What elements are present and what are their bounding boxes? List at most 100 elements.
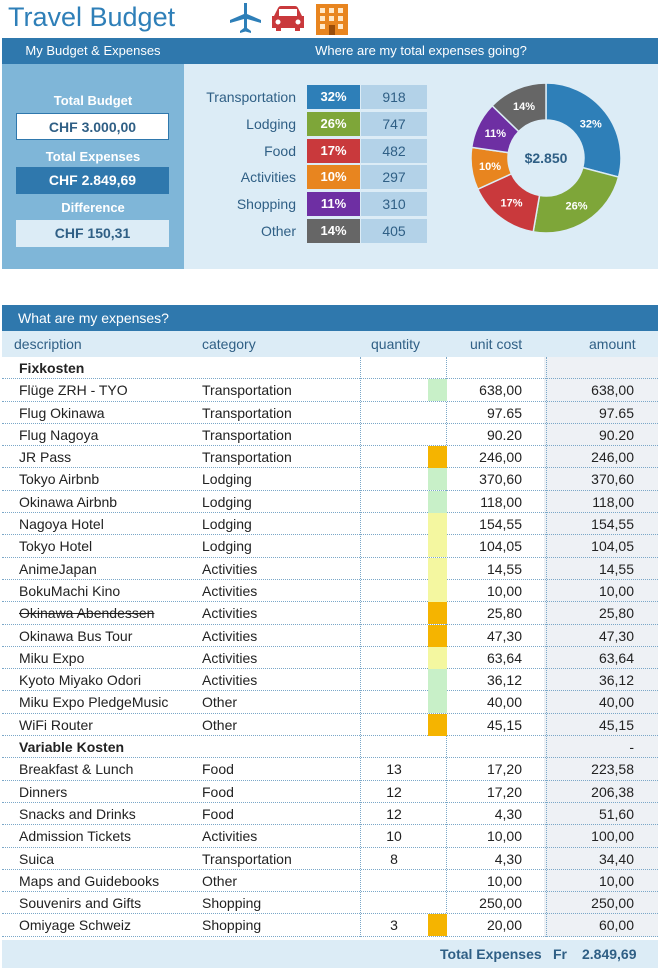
expense-description[interactable]: Miku Expo (19, 649, 85, 666)
expense-category[interactable]: Other (202, 872, 238, 889)
table-row[interactable]: Okinawa Airbnb Lodging 118,00 118,00 (2, 490, 658, 514)
table-row[interactable]: Kyoto Miyako Odori Activities 36,12 36,12 (2, 669, 658, 692)
expense-unit-cost[interactable]: 40,00 (486, 694, 522, 711)
expense-description[interactable]: Suica (19, 850, 55, 867)
expense-category[interactable]: Activities (202, 672, 258, 689)
expense-unit-cost[interactable]: 10,00 (486, 582, 522, 599)
expense-unit-cost[interactable]: 97.65 (486, 404, 522, 421)
expense-description[interactable]: Flug Okinawa (19, 404, 105, 421)
expense-description[interactable]: Fixkosten (19, 360, 85, 376)
section-row[interactable]: Variable Kosten - (2, 736, 658, 759)
table-row[interactable]: Tokyo Airbnb Lodging 370,60 370,60 (2, 468, 658, 491)
expense-description[interactable]: WiFi Router (19, 716, 93, 733)
expense-category[interactable]: Transportation (202, 382, 292, 399)
expense-description[interactable]: Snacks and Drinks (19, 805, 136, 822)
expense-quantity[interactable]: 12 (386, 783, 402, 800)
expense-category[interactable]: Transportation (202, 404, 292, 421)
expense-category[interactable]: Activities (202, 560, 258, 577)
expense-unit-cost[interactable]: 638,00 (479, 382, 522, 399)
expense-description[interactable]: Miku Expo PledgeMusic (19, 694, 169, 711)
col-unit-cost[interactable]: unit cost (470, 336, 523, 352)
expense-unit-cost[interactable]: 154,55 (479, 516, 522, 533)
table-row[interactable]: Snacks and Drinks Food 12 4,30 51,60 (2, 803, 658, 826)
expense-unit-cost[interactable]: 17,20 (486, 783, 522, 800)
expense-quantity[interactable]: 3 (390, 917, 398, 934)
total-budget-value[interactable]: CHF 3.000,00 (16, 113, 169, 140)
expense-description[interactable]: BokuMachi Kino (19, 582, 121, 599)
expense-category[interactable]: Activities (202, 828, 258, 845)
expense-category[interactable]: Food (202, 761, 234, 778)
expense-category[interactable]: Other (202, 694, 238, 711)
expense-unit-cost[interactable]: 250,00 (479, 895, 522, 912)
table-row[interactable]: Okinawa Bus Tour Activities 47,30 47,30 (2, 624, 658, 647)
expense-unit-cost[interactable]: 10,00 (486, 872, 522, 889)
section-row[interactable]: Fixkosten (2, 357, 658, 380)
table-row[interactable]: Flüge ZRH - TYO Transportation 638,00 638,0… (2, 379, 658, 402)
expense-unit-cost[interactable]: 45,15 (486, 716, 522, 733)
expense-description[interactable]: Kyoto Miyako Odori (19, 672, 142, 689)
expense-category[interactable]: Activities (202, 627, 258, 644)
expense-description[interactable]: Okinawa Abendessen (19, 605, 155, 622)
expense-quantity[interactable]: 12 (386, 805, 402, 822)
expense-category[interactable]: Lodging (202, 516, 252, 533)
expense-category[interactable]: Activities (202, 582, 258, 599)
expense-unit-cost[interactable]: 63,64 (486, 649, 522, 666)
expense-description[interactable]: JR Pass (19, 449, 72, 466)
col-amount[interactable]: amount (589, 336, 636, 352)
expense-description[interactable]: Dinners (19, 783, 68, 800)
expense-description[interactable]: Tokyo Hotel (19, 538, 93, 555)
table-row[interactable]: AnimeJapan Activities 14,55 14,55 (2, 557, 658, 580)
expense-description[interactable]: Nagoya Hotel (19, 516, 104, 533)
col-description[interactable]: description (14, 336, 82, 352)
expense-category[interactable]: Transportation (202, 449, 292, 466)
expense-category[interactable]: Transportation (202, 850, 292, 867)
table-row[interactable]: Admission Tickets Activities 10 10,00 100,00 (2, 825, 658, 848)
expense-unit-cost[interactable]: 25,80 (486, 605, 522, 622)
table-row[interactable]: Flug Nagoya Transportation 90.20 90.20 (2, 424, 658, 447)
expense-category[interactable]: Food (202, 783, 234, 800)
expense-unit-cost[interactable]: 10,00 (486, 828, 522, 845)
expense-unit-cost[interactable]: 246,00 (479, 449, 522, 466)
expense-unit-cost[interactable]: 4,30 (494, 850, 522, 867)
table-row[interactable]: WiFi Router Other 45,15 45,15 (2, 713, 658, 737)
expense-category[interactable]: Other (202, 716, 238, 733)
expense-category[interactable]: Activities (202, 605, 258, 622)
expense-quantity[interactable]: 10 (386, 828, 402, 845)
table-row[interactable]: Suica Transportation 8 4,30 34,40 (2, 848, 658, 870)
expense-description[interactable]: Souvenirs and Gifts (19, 895, 142, 912)
expense-unit-cost[interactable]: 14,55 (486, 560, 522, 577)
expense-quantity[interactable]: 13 (386, 761, 402, 778)
expense-description[interactable]: Tokyo Airbnb (19, 471, 100, 488)
expense-description[interactable]: Omiyage Schweiz (19, 917, 132, 934)
expense-category[interactable]: Activities (202, 649, 258, 666)
table-row[interactable]: Miku Expo Activities 63,64 63,64 (2, 646, 658, 670)
expense-description[interactable]: Variable Kosten (19, 739, 125, 756)
col-quantity[interactable]: quantity (371, 336, 421, 352)
expense-unit-cost[interactable]: 118,00 (480, 493, 522, 510)
col-category[interactable]: category (202, 336, 256, 352)
table-row[interactable]: Breakfast & Lunch Food 13 17,20 223,58 (2, 758, 658, 781)
expense-description[interactable]: Okinawa Airbnb (19, 493, 118, 510)
expense-unit-cost[interactable]: 47,30 (486, 627, 522, 644)
table-row[interactable]: BokuMachi Kino Activities 10,00 10,00 (2, 579, 658, 603)
expense-unit-cost[interactable]: 104,05 (479, 538, 522, 555)
table-row[interactable]: Souvenirs and Gifts Shopping 250,00 250,00 (2, 892, 658, 915)
expense-unit-cost[interactable]: 20,00 (486, 917, 522, 934)
expense-category[interactable]: Lodging (202, 471, 252, 488)
expense-unit-cost[interactable]: 370,60 (479, 471, 522, 488)
table-row[interactable]: Tokyo Hotel Lodging 104,05 104,05 (2, 535, 658, 558)
table-row[interactable]: Nagoya Hotel Lodging 154,55 154,55 (2, 513, 658, 536)
table-row[interactable]: Okinawa Abendessen Activities 25,80 25,80 (2, 602, 658, 625)
expense-description[interactable]: Breakfast & Lunch (19, 761, 134, 778)
expense-unit-cost[interactable]: 90.20 (486, 426, 522, 443)
expense-category[interactable]: Transportation (202, 426, 292, 443)
expense-category[interactable]: Lodging (202, 493, 252, 510)
expense-description[interactable]: Maps and Guidebooks (19, 872, 160, 889)
table-row[interactable]: Maps and Guidebooks Other 10,00 10,00 (2, 870, 658, 893)
table-row[interactable]: Omiyage Schweiz Shopping 3 20,00 60,00 (2, 914, 658, 937)
table-row[interactable]: JR Pass Transportation 246,00 246,00 (2, 446, 658, 469)
expense-category[interactable]: Lodging (202, 538, 252, 555)
table-row[interactable]: Dinners Food 12 17,20 206,38 (2, 781, 658, 803)
expense-description[interactable]: Flug Nagoya (19, 426, 99, 443)
expense-description[interactable]: Admission Tickets (19, 828, 132, 845)
